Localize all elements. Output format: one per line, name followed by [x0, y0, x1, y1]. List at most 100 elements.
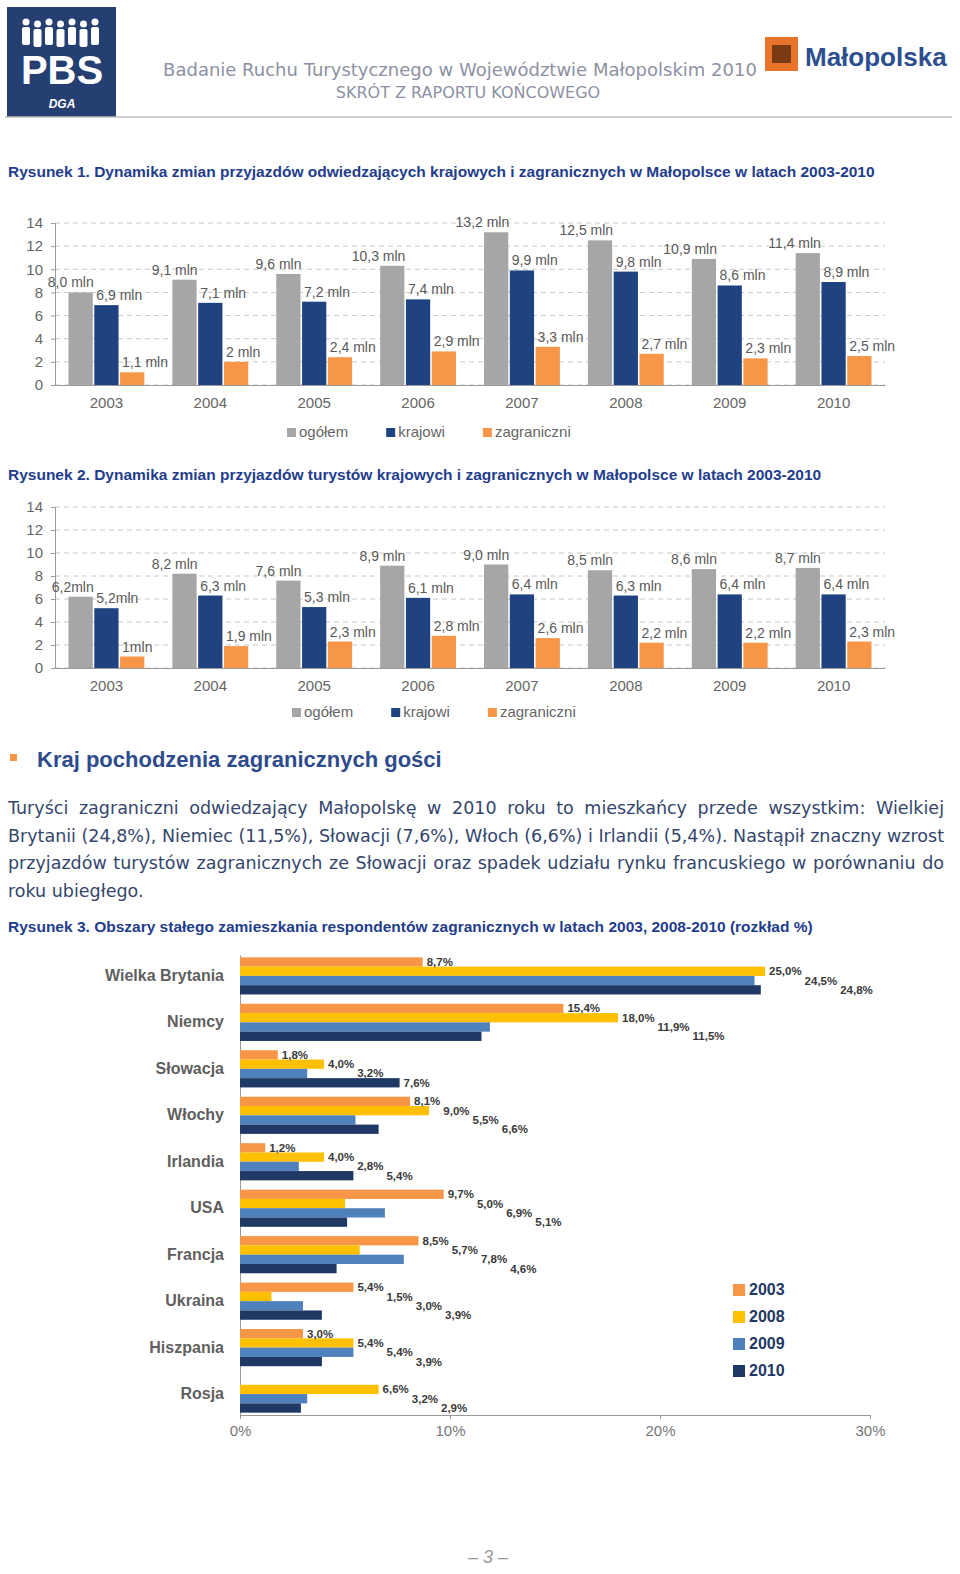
logo-icon: [92, 19, 99, 26]
grid-line: [55, 530, 885, 531]
data-label: 7,1 mln: [200, 285, 246, 301]
tick: 2: [35, 353, 55, 370]
bar: [240, 1385, 379, 1394]
bullet: [10, 754, 17, 761]
axis-line: [241, 1416, 871, 1420]
tick: 2006: [401, 394, 434, 411]
legend-item: 2010: [733, 1362, 785, 1379]
tick-label: 0: [35, 659, 43, 676]
bar: [120, 372, 144, 385]
bar: [847, 642, 871, 668]
bar: [172, 280, 196, 385]
data-label: 6,9%: [506, 1207, 532, 1219]
tick-label: 2: [35, 353, 43, 370]
bar: [328, 642, 352, 668]
data-label: 4,0%: [328, 1058, 354, 1070]
data-label: 8,1%: [414, 1095, 440, 1107]
bar: [240, 957, 423, 966]
legend-swatch: [733, 1365, 745, 1377]
legend: ogółemkrajowizagraniczni: [287, 423, 571, 440]
series-labels: 8,0 mln9,1 mln9,6 mln10,3 mln13,2 mln12,…: [48, 214, 821, 290]
legend-label: 2003: [749, 1281, 785, 1298]
data-label: 8,2 mln: [152, 556, 198, 572]
data-label: 7,6%: [404, 1077, 430, 1089]
data-label: 10,9 mln: [663, 241, 717, 257]
tick-label: 2008: [609, 677, 642, 694]
tick-mark: [51, 553, 55, 554]
bar: [484, 565, 508, 669]
bar: [240, 976, 755, 985]
data-label: 5,7%: [452, 1244, 478, 1256]
tick-mark: [51, 385, 55, 386]
bar: [240, 1152, 324, 1161]
legend-label: zagraniczni: [500, 703, 576, 720]
page-canvas: PBSDGABadanie Ruchu Turystycznego w Woje…: [0, 0, 960, 1574]
tick: Hiszpania: [149, 1339, 224, 1356]
bar: [510, 594, 534, 668]
tick: Ukraina: [165, 1292, 224, 1309]
bar: [639, 643, 663, 668]
bar: [692, 569, 716, 668]
tick: 2008: [609, 677, 642, 694]
page-number: – 3 –: [467, 1547, 509, 1567]
tick-label: 12: [26, 521, 43, 538]
tick-label: Włochy: [167, 1106, 224, 1123]
data-label: 8,6 mln: [720, 267, 766, 283]
bar: [240, 1394, 307, 1403]
legend-item: ogółem: [287, 423, 348, 440]
bar: [198, 596, 222, 668]
data-label: 3,0%: [416, 1300, 442, 1312]
bar: [821, 282, 845, 385]
data-label: 9,0%: [443, 1105, 469, 1117]
bar: [120, 657, 144, 669]
logo-icon: [34, 29, 42, 47]
data-label: 9,8 mln: [616, 254, 662, 270]
data-label: 2 mln: [226, 344, 260, 360]
data-label: 8,6 mln: [671, 551, 717, 567]
data-label: 5,3 mln: [304, 589, 350, 605]
data-label: 9,7%: [448, 1188, 474, 1200]
bar: [240, 1162, 299, 1171]
legend-swatch: [483, 428, 492, 437]
series: [69, 565, 820, 669]
bar: [69, 597, 93, 668]
bar: [406, 598, 430, 668]
logo-icon: [69, 19, 76, 26]
tick: USA: [190, 1199, 224, 1216]
tick-label: 2007: [505, 677, 538, 694]
bars: [69, 232, 872, 385]
tick-label: 6: [35, 590, 43, 607]
data-label: 5,4%: [387, 1346, 413, 1358]
y-axis: 02468101214: [26, 214, 55, 393]
bar: [796, 253, 820, 385]
legend-label: 2010: [749, 1362, 785, 1379]
tick: 0: [35, 659, 55, 676]
tick-label: Niemcy: [167, 1013, 224, 1030]
tick-label: 2004: [194, 394, 227, 411]
legend-swatch: [733, 1338, 745, 1350]
series: [240, 985, 761, 1412]
data-label: 11,4 mln: [768, 235, 821, 251]
data-label: 11,5%: [693, 1030, 725, 1042]
tick: 14: [26, 498, 55, 515]
series-labels: 1,1 mln2 mln2,4 mln2,9 mln3,3 mln2,7 mln…: [122, 329, 895, 370]
bar: [240, 1013, 618, 1022]
data-label: 5,4%: [357, 1337, 383, 1349]
bar: [743, 358, 767, 385]
logo-icon: [46, 19, 53, 26]
tick: 20%: [645, 1415, 675, 1439]
tick-mark: [51, 223, 55, 224]
grid: [55, 223, 885, 385]
tick-mark: [870, 1415, 871, 1419]
legend-label: krajowi: [398, 423, 445, 440]
logo-icon: [57, 29, 65, 47]
tick: 2010: [817, 394, 850, 411]
tick: 2: [35, 636, 55, 653]
tick-label: 2009: [713, 677, 746, 694]
tick: Wielka Brytania: [105, 967, 224, 984]
data-label: 8,0 mln: [48, 274, 94, 290]
tick: 2003: [90, 394, 123, 411]
data-label: 3,2%: [412, 1393, 438, 1405]
logo-icon: [23, 19, 30, 26]
bar: [240, 1069, 307, 1078]
